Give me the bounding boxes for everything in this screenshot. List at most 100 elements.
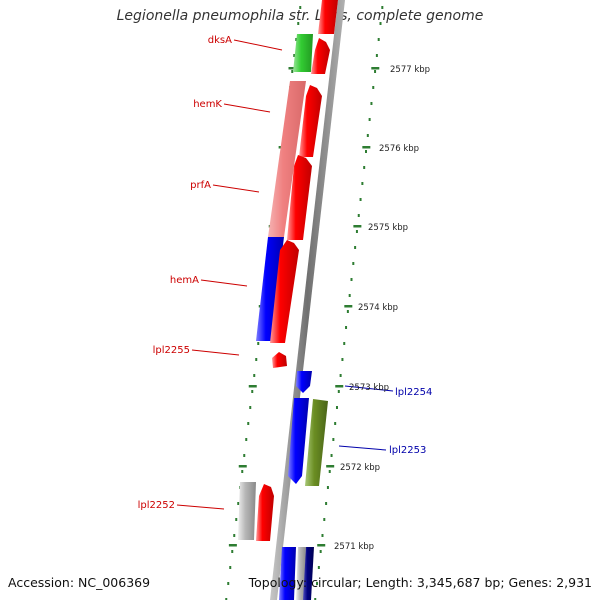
gene-red-hemK-pair <box>299 85 322 157</box>
outer-ruler-dot <box>337 390 340 393</box>
inner-major-tick <box>288 67 297 70</box>
outer-ruler-dot <box>359 198 362 201</box>
outer-ruler-dot <box>339 374 342 377</box>
gene-hemK-prfA <box>268 81 306 237</box>
outer-ruler-dot <box>368 118 371 121</box>
inner-ruler-dot <box>229 566 232 569</box>
outer-ruler-dot <box>346 310 349 313</box>
outer-ruler-dot <box>366 134 369 137</box>
outer-ruler-dot <box>328 470 331 473</box>
gene-top-red <box>318 0 338 34</box>
outer-ruler-dot <box>323 518 326 521</box>
inner-ruler-dot <box>241 470 244 473</box>
gene-lpl2255 <box>272 352 287 368</box>
kbp-labels: 2577 kbp 2576 kbp 2575 kbp 2574 kbp 2573… <box>334 65 430 552</box>
outer-ruler-dot <box>354 246 357 249</box>
inner-ruler-dot <box>225 598 228 600</box>
inner-ruler-dot <box>299 6 302 9</box>
inner-ruler-dot <box>255 358 258 361</box>
outer-ruler-dot <box>325 502 328 505</box>
outer-ruler-dot <box>334 422 337 425</box>
label-leaders <box>176 39 283 510</box>
kbp-2572: 2572 kbp <box>340 463 380 473</box>
outer-ruler-dot <box>330 454 333 457</box>
outer-ruler-dot <box>365 150 367 153</box>
outer-ruler-dot <box>316 582 319 585</box>
label-dksA: dksA <box>208 35 232 46</box>
gene-bottom-blue <box>279 547 296 600</box>
gene-labels: dksA hemK prfA hemA lpl2255 lpl2252 lpl2… <box>138 35 433 511</box>
outer-ruler-dot <box>370 102 373 105</box>
outer-ruler-dot <box>377 38 380 41</box>
outer-ruler-dot <box>326 486 329 489</box>
kbp-2577: 2577 kbp <box>390 65 430 75</box>
inner-major-tick <box>238 465 247 468</box>
outer-ruler-dot <box>317 566 320 569</box>
inner-major-tick <box>228 544 237 547</box>
label-lpl2252: lpl2252 <box>138 500 175 511</box>
inner-ruler-dot <box>291 70 294 73</box>
outer-ruler-dot <box>361 182 364 185</box>
outer-major-tick <box>344 305 353 308</box>
inner-ruler-dot <box>227 582 230 585</box>
label-prfA: prfA <box>190 180 211 191</box>
inner-major-tick <box>248 385 257 388</box>
label-lpl2255: lpl2255 <box>153 345 190 356</box>
inner-ruler-dot <box>253 374 256 377</box>
label-lpl2253: lpl2253 <box>389 445 426 456</box>
inner-ruler-dot <box>237 502 240 505</box>
gene-lpl2253-blue <box>288 398 309 484</box>
gene-red-hemA-pair <box>270 240 299 343</box>
inner-ruler-dot <box>251 390 254 393</box>
outer-major-tick <box>335 385 344 388</box>
outer-ruler-dot <box>332 438 335 441</box>
label-lpl2254: lpl2254 <box>395 387 432 398</box>
inner-ruler-dot <box>297 22 300 25</box>
outer-major-tick <box>362 146 371 149</box>
inner-ruler-dot <box>233 534 236 537</box>
gene-lpl2254 <box>296 371 312 393</box>
outer-ruler-dot <box>375 54 378 57</box>
inner-ruler-dot <box>257 342 260 345</box>
outer-ruler-dot <box>379 22 382 25</box>
inner-ruler-dot <box>243 454 246 457</box>
outer-ruler-dot <box>363 166 366 169</box>
outer-ruler-dot <box>345 326 348 329</box>
gene-dksA <box>293 34 313 72</box>
outer-ruler-dot <box>321 534 324 537</box>
inner-ruler-dot <box>245 438 248 441</box>
outer-ruler-dot <box>357 214 360 217</box>
map-title: Legionella pneumophila str. Lens, comple… <box>116 8 484 24</box>
outer-ruler-dot <box>381 6 384 9</box>
inner-ruler-dot <box>295 38 298 41</box>
gene-blocks <box>238 0 338 600</box>
gene-bottom-grey <box>296 547 306 600</box>
gene-lpl2252-red <box>256 484 274 541</box>
outer-ruler-dot <box>348 294 351 297</box>
kbp-2573: 2573 kbp <box>349 383 389 393</box>
label-hemK: hemK <box>193 99 222 110</box>
outer-ruler-dot <box>335 406 338 409</box>
inner-ruler-dot <box>235 518 238 521</box>
gene-bottom-navy <box>303 547 314 600</box>
outer-major-tick <box>317 544 326 547</box>
outer-ruler-dot <box>341 358 344 361</box>
label-leaders-blue <box>338 385 394 451</box>
outer-major-tick <box>353 225 362 228</box>
kbp-2575: 2575 kbp <box>368 223 408 233</box>
inner-ruler-dot <box>249 406 252 409</box>
gene-lpl2252-grey <box>238 482 256 540</box>
inner-ruler-dot <box>231 550 234 553</box>
genome-summary-text: Topology: circular; Length: 3,345,687 bp… <box>248 575 592 590</box>
gene-red-dksA-pair <box>311 38 330 74</box>
inner-ruler-dot <box>247 422 250 425</box>
gene-red-prfA-pair <box>287 155 312 240</box>
outer-ruler-dot <box>352 262 355 265</box>
outer-ruler-dot <box>314 598 317 600</box>
outer-major-tick <box>326 465 335 468</box>
outer-ruler-dot <box>355 230 358 233</box>
outer-ruler-dot <box>319 550 322 553</box>
inner-ruler-dot <box>293 54 296 57</box>
gene-prfA-blue <box>256 237 284 341</box>
